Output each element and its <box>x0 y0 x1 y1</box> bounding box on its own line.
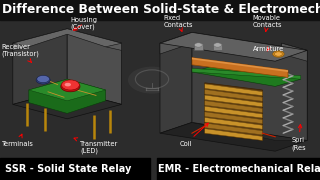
Circle shape <box>273 51 284 57</box>
Text: Receiver
(Transistor): Receiver (Transistor) <box>2 44 39 62</box>
Polygon shape <box>192 32 307 140</box>
Polygon shape <box>160 32 192 54</box>
Polygon shape <box>205 101 262 112</box>
Polygon shape <box>160 122 307 151</box>
Circle shape <box>61 81 80 92</box>
Polygon shape <box>192 65 301 86</box>
Polygon shape <box>67 29 122 104</box>
Polygon shape <box>194 43 203 50</box>
Circle shape <box>36 76 50 84</box>
Polygon shape <box>205 95 262 107</box>
Text: Spri
(Res: Spri (Res <box>291 124 306 151</box>
Polygon shape <box>192 68 301 79</box>
Text: Fixed
Contacts: Fixed Contacts <box>163 15 193 31</box>
Text: Housing
(Cover): Housing (Cover) <box>70 17 97 30</box>
Text: EMR - Electromechanical Rela: EMR - Electromechanical Rela <box>158 164 320 174</box>
Circle shape <box>195 43 202 47</box>
Bar <box>0 158 150 180</box>
Text: Difference Between Solid-State & Electromechanical Rela: Difference Between Solid-State & Electro… <box>2 3 320 16</box>
Polygon shape <box>13 29 122 47</box>
Bar <box>0 0 320 20</box>
Text: Coil: Coil <box>179 123 208 147</box>
Circle shape <box>65 83 71 86</box>
Polygon shape <box>13 29 67 104</box>
Polygon shape <box>205 123 262 135</box>
Polygon shape <box>205 118 262 129</box>
Circle shape <box>214 43 221 47</box>
Polygon shape <box>282 43 307 61</box>
Text: SSR - Solid State Relay: SSR - Solid State Relay <box>5 164 131 174</box>
Polygon shape <box>160 32 192 133</box>
Polygon shape <box>192 58 288 77</box>
Circle shape <box>61 80 79 90</box>
Circle shape <box>275 52 282 56</box>
Polygon shape <box>29 79 106 113</box>
Text: Terminals: Terminals <box>2 134 34 147</box>
Polygon shape <box>282 43 307 140</box>
Polygon shape <box>106 40 122 50</box>
Polygon shape <box>13 40 29 50</box>
Polygon shape <box>192 58 288 72</box>
Text: Armature: Armature <box>253 46 284 52</box>
Text: Movable
Contacts: Movable Contacts <box>253 15 282 31</box>
Polygon shape <box>160 32 307 61</box>
Polygon shape <box>205 129 262 140</box>
Polygon shape <box>205 84 262 96</box>
Polygon shape <box>13 90 122 119</box>
Polygon shape <box>205 89 262 101</box>
Polygon shape <box>205 112 262 124</box>
Polygon shape <box>205 106 262 118</box>
Text: Transmitter
(LED): Transmitter (LED) <box>74 138 118 154</box>
Polygon shape <box>192 122 307 140</box>
Bar <box>157 158 320 180</box>
Circle shape <box>128 67 176 94</box>
Polygon shape <box>29 79 106 101</box>
Polygon shape <box>213 43 222 50</box>
Polygon shape <box>205 83 262 140</box>
Circle shape <box>37 75 50 83</box>
